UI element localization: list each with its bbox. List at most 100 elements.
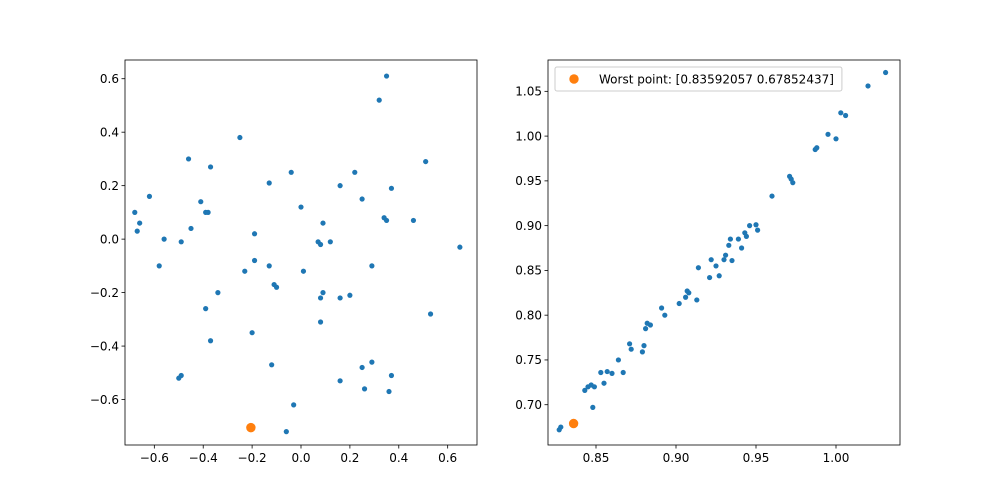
left-y-tick-label: 0.4 (100, 125, 119, 139)
left-data-point (146, 193, 153, 199)
left-data-point (327, 239, 333, 245)
left-data-point (203, 306, 209, 312)
right-y-tick-label: 0.85 (515, 264, 542, 278)
right-series-1 (568, 418, 579, 429)
left-y-tick-label: 0.2 (100, 179, 119, 193)
left-x-tick-label: 0.4 (389, 451, 408, 465)
left-y-tick-label: 0.0 (100, 232, 119, 246)
right-data-point (883, 69, 889, 76)
right-data-point (729, 257, 735, 264)
left-data-point (156, 263, 162, 269)
left-data-point (266, 263, 272, 269)
right-data-point (683, 294, 689, 300)
left-data-point (198, 199, 204, 205)
right-x-tick-label: 0.85 (583, 451, 610, 465)
right-data-point (739, 245, 745, 251)
right-data-point (609, 370, 615, 376)
right-data-point (825, 131, 831, 137)
right-data-point (601, 380, 607, 386)
left-data-point (185, 156, 192, 162)
right-data-point (598, 369, 604, 376)
left-data-point (269, 362, 275, 368)
left-data-point (410, 217, 417, 224)
left-x-tick-label: 0.2 (340, 451, 359, 465)
right-data-point (713, 263, 719, 269)
left-data-point (317, 295, 324, 301)
left-data-point (283, 429, 289, 435)
left-x-tick-label: 0.0 (291, 451, 310, 465)
right-data-point (833, 136, 839, 142)
left-data-point (388, 185, 395, 191)
left-data-point (242, 268, 248, 274)
right-data-point (643, 326, 649, 332)
left-data-point (376, 97, 382, 103)
left-data-point (320, 290, 326, 296)
right-data-point (790, 180, 796, 186)
left-data-point (427, 311, 434, 317)
right-data-point (659, 305, 665, 311)
left-data-point (291, 402, 297, 408)
right-data-point (590, 404, 596, 410)
right-y-tick-label: 0.95 (515, 174, 542, 188)
left-data-point (161, 236, 167, 242)
left-x-tick-label: −0.4 (189, 451, 218, 465)
right-data-point (755, 227, 761, 233)
left-data-point (369, 359, 375, 365)
right-data-point (620, 369, 626, 376)
left-data-point (176, 375, 182, 381)
left-data-point (298, 204, 304, 210)
left-data-point (347, 292, 353, 298)
right-data-point (676, 300, 682, 307)
left-data-point (178, 239, 184, 245)
left-data-point (266, 180, 272, 186)
left-data-point (215, 290, 221, 296)
right-data-point (686, 290, 692, 296)
left-data-point (383, 217, 390, 224)
right-data-point (727, 236, 734, 242)
left-data-point (359, 196, 365, 202)
left-x-tick-label: −0.6 (140, 451, 169, 465)
right-data-point (582, 387, 588, 393)
right-data-point (604, 368, 610, 375)
right-data-point (694, 297, 700, 303)
right-data-point (639, 349, 646, 355)
right-data-point (814, 145, 820, 151)
left-data-point (288, 169, 294, 175)
left-data-point (251, 257, 258, 264)
left-data-point (337, 183, 343, 189)
left-y-tick-label: −0.6 (90, 393, 119, 407)
right-data-point (743, 233, 750, 239)
right-data-point (707, 274, 713, 281)
left-data-point (300, 268, 307, 274)
right-data-point (747, 223, 753, 229)
left-series-0 (132, 73, 463, 435)
left-data-point (134, 228, 140, 234)
left-data-point (188, 225, 194, 232)
scatter-panel-right: 0.85 0.90 0.95 1.00 0.70 0.75 0.80 0.85 0.90 0.95… (515, 59, 901, 465)
right-data-point (723, 252, 729, 258)
right-legend-marker (569, 74, 579, 84)
right-legend: Worst point: [0.83592057 0.67852437] (554, 66, 843, 92)
left-data-point (273, 284, 280, 290)
left-data-point (207, 338, 214, 344)
left-y-tick-label: −0.4 (90, 339, 119, 353)
right-data-point (662, 312, 668, 318)
right-x-tick-label: 1.00 (823, 451, 850, 465)
right-y-tick-label: 0.70 (515, 398, 542, 412)
left-data-point (317, 319, 324, 325)
right-data-point (843, 112, 849, 119)
right-data-point (627, 341, 633, 347)
scatter-panel-left: −0.6 −0.4 −0.2 0.0 0.2 0.4 0.6 −0.6 −0.4 −0.2 0.0 0… (90, 59, 478, 465)
left-data-point (337, 295, 343, 301)
right-data-point (558, 424, 564, 430)
right-worst-point (568, 418, 579, 429)
right-data-point (647, 322, 654, 328)
right-y-tick-label: 0.75 (515, 353, 542, 367)
right-y-tick-label: 0.80 (515, 308, 542, 322)
left-data-point (359, 364, 365, 371)
left-data-point (249, 330, 255, 336)
left-data-point (386, 388, 392, 395)
right-data-point (591, 384, 598, 390)
right-data-point (721, 257, 727, 263)
